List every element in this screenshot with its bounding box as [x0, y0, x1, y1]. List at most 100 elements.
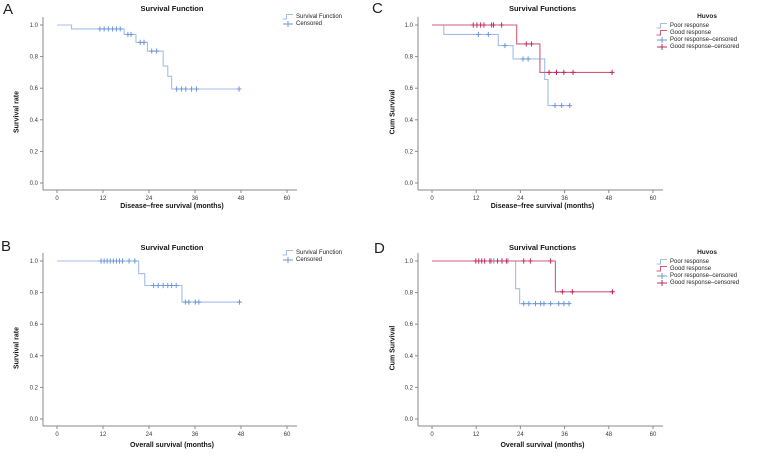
legend-step-icon [656, 258, 667, 264]
y-tick-label: 0.2 [30, 385, 39, 391]
panel-letter-d: D [374, 240, 385, 257]
censor-mark [174, 86, 179, 92]
legend-step-icon [282, 13, 293, 19]
legend-plus-icon [657, 272, 667, 279]
chart-title: Survival Functions [508, 243, 577, 252]
x-tick-label: 48 [238, 432, 245, 438]
legend-item: Poor response–censored [656, 36, 758, 43]
legend-item: Survival Function [282, 249, 342, 256]
x-tick-label: 0 [430, 196, 434, 202]
censor-mark [548, 258, 554, 264]
legend-item-label: Survival Function [296, 13, 343, 20]
x-tick-label: 36 [561, 196, 568, 202]
censor-mark [485, 31, 491, 38]
censor-mark [196, 299, 202, 305]
y-tick-label: 0.0 [30, 417, 39, 423]
censor-mark [189, 86, 194, 92]
panel-c: C Survival Functions Cum Survival 0 12 24 3… [370, 0, 761, 228]
x-tick-label: 48 [605, 432, 612, 438]
legend-item-label: Censored [296, 256, 323, 263]
legend-item-label: Poor response [670, 258, 710, 265]
y-tick-label: 0.6 [405, 86, 414, 92]
censor-mark [482, 258, 488, 264]
censor-mark [526, 301, 532, 307]
censor-mark [559, 102, 565, 109]
km-plot-d: 0 12 24 36 48 60 0.0 0.2 0.4 0.6 0.8 1.0 [405, 253, 663, 438]
censor-mark [194, 86, 199, 92]
x-axis-label: Disease–free survival (months) [120, 203, 224, 210]
legend-item-label: Good response–censored [670, 43, 740, 50]
y-tick-label: 0.6 [30, 86, 39, 92]
km-curve [432, 24, 613, 73]
x-tick-label: 48 [238, 196, 245, 202]
legend-step-icon [656, 265, 667, 271]
y-tick-label: 0.8 [405, 55, 414, 61]
legend-b: Survival Function Censored [282, 249, 342, 263]
censor-mark [502, 42, 508, 49]
legend-step-icon [282, 249, 293, 255]
legend-item-label: Poor response–censored [670, 272, 738, 279]
y-tick-label: 1.0 [405, 23, 414, 29]
y-tick-label: 0.0 [405, 181, 414, 187]
censor-mark [128, 31, 134, 38]
legend-plus-icon [657, 279, 667, 286]
censor-mark [169, 282, 175, 289]
km-curve [57, 260, 241, 303]
legend-item: Censored [282, 20, 342, 27]
y-tick-label: 0.8 [30, 55, 39, 61]
y-tick-label: 1.0 [30, 23, 39, 29]
censor-mark [610, 289, 615, 295]
x-tick-label: 12 [473, 432, 480, 438]
censor-mark [566, 301, 572, 307]
censor-mark [548, 301, 554, 307]
legend-plus-icon [283, 256, 293, 263]
censor-mark [554, 69, 559, 75]
censor-mark [105, 26, 111, 32]
legend-item: Censored [282, 256, 342, 263]
censor-mark [495, 258, 500, 264]
censor-mark [126, 258, 132, 264]
panel-letter-c: C [372, 0, 383, 17]
x-tick-label: 12 [100, 196, 107, 202]
x-tick-label: 12 [473, 196, 480, 202]
y-tick-label: 1.0 [30, 259, 39, 265]
censor-mark [183, 86, 189, 92]
panel-letter-a: A [3, 1, 14, 18]
km-curve [432, 24, 571, 107]
x-tick-label: 48 [605, 196, 612, 202]
legend-item: Poor response–censored [656, 272, 758, 279]
km-curve [432, 260, 614, 293]
legend-item-label: Poor response [670, 22, 710, 29]
censor-mark [520, 56, 526, 62]
legend-plus-icon [657, 43, 667, 50]
x-tick-label: 24 [517, 196, 524, 202]
x-tick-label: 0 [55, 196, 59, 202]
legend-title: Huvos [697, 249, 717, 256]
censor-mark [186, 299, 192, 305]
censor-mark [160, 282, 166, 289]
x-tick-label: 36 [192, 196, 199, 202]
censor-mark [559, 289, 565, 295]
censor-mark [504, 258, 509, 264]
x-tick-label: 36 [561, 432, 568, 438]
censor-mark [236, 86, 242, 92]
legend-step-icon [656, 29, 667, 35]
y-tick-label: 0.6 [405, 322, 414, 328]
legend-title: Huvos [697, 13, 717, 20]
censor-mark [570, 69, 576, 75]
km-plot-b: 0 12 24 36 48 60 0.0 0.2 0.4 0.6 0.8 1.0 [30, 253, 297, 438]
x-tick-label: 60 [650, 196, 657, 202]
censor-mark [173, 282, 179, 289]
x-tick-label: 60 [284, 196, 291, 202]
legend-item-label: Survival Function [296, 249, 343, 256]
y-tick-label: 0.2 [30, 149, 39, 155]
censor-mark [567, 102, 573, 109]
censor-mark [117, 26, 123, 32]
censor-mark [533, 301, 538, 307]
censor-mark [481, 22, 487, 28]
censor-mark [97, 26, 103, 32]
y-tick-label: 0.2 [405, 385, 414, 391]
legend-item: Good response–censored [656, 279, 758, 286]
x-tick-label: 60 [650, 432, 657, 438]
